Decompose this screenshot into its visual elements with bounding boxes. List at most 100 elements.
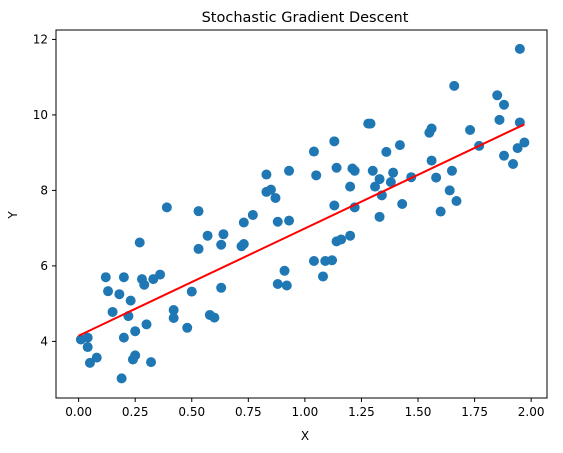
scatter-point-78 — [397, 198, 408, 209]
scatter-point-24 — [161, 202, 172, 213]
scatter-point-70 — [370, 181, 381, 192]
scatter-point-61 — [336, 234, 347, 245]
scatter-point-54 — [317, 271, 328, 282]
scatter-point-47 — [279, 265, 290, 276]
scatter-point-65 — [349, 165, 360, 176]
scatter-point-95 — [508, 158, 519, 169]
scatter-point-56 — [327, 255, 338, 266]
scatter-point-8 — [114, 289, 125, 300]
scatter-point-49 — [284, 215, 295, 226]
scatter-point-5 — [100, 272, 111, 283]
scatter-point-59 — [331, 162, 342, 173]
y-tick-label-4: 12 — [33, 32, 48, 46]
y-tick-label-3: 10 — [33, 108, 48, 122]
scatter-point-2 — [82, 342, 93, 353]
scatter-point-13 — [125, 295, 136, 306]
x-tick-label-8: 2.00 — [518, 405, 545, 419]
scatter-point-30 — [193, 243, 204, 254]
scatter-point-11 — [116, 373, 127, 384]
scatter-point-36 — [218, 229, 229, 240]
scatter-point-63 — [345, 230, 356, 241]
scatter-point-96 — [512, 143, 523, 154]
scatter-point-26 — [168, 312, 179, 323]
scatter-point-89 — [465, 125, 476, 136]
scatter-point-38 — [238, 217, 249, 228]
scatter-point-51 — [308, 146, 319, 157]
x-tick-label-0: 0.00 — [65, 405, 92, 419]
scatter-point-81 — [426, 123, 437, 134]
scatter-point-87 — [449, 80, 460, 91]
scatter-point-31 — [202, 230, 213, 241]
scatter-point-99 — [519, 137, 530, 148]
scatter-point-48 — [281, 280, 292, 291]
y-tick-label-2: 8 — [40, 183, 48, 197]
scatter-point-52 — [308, 255, 319, 266]
plot-frame — [55, 29, 548, 399]
scatter-point-45 — [272, 216, 283, 227]
scatter-point-74 — [381, 146, 392, 157]
x-tick-label-6: 1.50 — [405, 405, 432, 419]
scatter-point-92 — [494, 114, 505, 125]
fit-line — [78, 123, 525, 337]
scatter-point-62 — [345, 181, 356, 192]
scatter-point-44 — [270, 192, 281, 203]
scatter-point-98 — [514, 43, 525, 54]
scatter-point-69 — [367, 165, 378, 176]
scatter-point-16 — [130, 350, 141, 361]
scatter-point-72 — [374, 174, 385, 185]
scatter-point-28 — [186, 286, 197, 297]
scatter-point-58 — [329, 200, 340, 211]
scatter-point-1 — [82, 332, 93, 343]
scatter-point-91 — [492, 90, 503, 101]
y-tick-label-1: 6 — [40, 259, 48, 273]
scatter-point-76 — [388, 167, 399, 178]
scatter-point-53 — [311, 170, 322, 181]
y-tick-label-0: 4 — [40, 334, 48, 348]
scatter-point-43 — [265, 184, 276, 195]
x-tick-label-2: 0.50 — [178, 405, 205, 419]
scatter-point-46 — [272, 279, 283, 290]
x-tick-label-7: 1.75 — [461, 405, 488, 419]
chart-title: Stochastic Gradient Descent — [202, 10, 409, 26]
scatter-point-50 — [284, 165, 295, 176]
scatter-point-75 — [385, 177, 396, 188]
scatter-point-27 — [182, 322, 193, 333]
scatter-point-21 — [146, 357, 157, 368]
scatter-point-39 — [238, 239, 249, 250]
scatter-point-17 — [134, 237, 145, 248]
scatter-point-86 — [446, 165, 457, 176]
scatter-point-29 — [193, 206, 204, 217]
x-tick-label-1: 0.25 — [122, 405, 149, 419]
scatter-point-77 — [394, 140, 405, 151]
scatter-point-66 — [349, 202, 360, 213]
scatter-point-4 — [91, 352, 102, 363]
scatter-point-3 — [84, 357, 95, 368]
y-axis-label: Y — [6, 211, 20, 220]
scatter-point-84 — [435, 206, 446, 217]
scatter-point-19 — [139, 279, 150, 290]
x-tick-label-3: 0.75 — [235, 405, 262, 419]
scatter-point-14 — [130, 326, 141, 337]
scatter-point-82 — [426, 155, 437, 166]
scatter-point-94 — [499, 150, 510, 161]
x-tick-label-4: 1.00 — [292, 405, 319, 419]
x-axis-label: X — [301, 429, 309, 443]
scatter-point-40 — [247, 209, 258, 220]
scatter-point-7 — [107, 306, 118, 317]
scatter-point-20 — [141, 319, 152, 330]
scatter-point-6 — [103, 286, 114, 297]
scatter-point-9 — [118, 272, 129, 283]
scatter-point-35 — [216, 282, 227, 293]
x-tick-label-5: 1.25 — [348, 405, 375, 419]
scatter-point-85 — [444, 185, 455, 196]
scatter-point-25 — [168, 305, 179, 316]
scatter-point-88 — [451, 195, 462, 206]
scatter-point-83 — [431, 172, 442, 183]
scatter-point-34 — [216, 239, 227, 250]
scatter-point-23 — [155, 269, 166, 280]
scatter-point-68 — [365, 118, 376, 129]
scatter-point-71 — [374, 211, 385, 222]
scatter-point-33 — [209, 312, 220, 323]
scatter-point-10 — [118, 332, 129, 343]
